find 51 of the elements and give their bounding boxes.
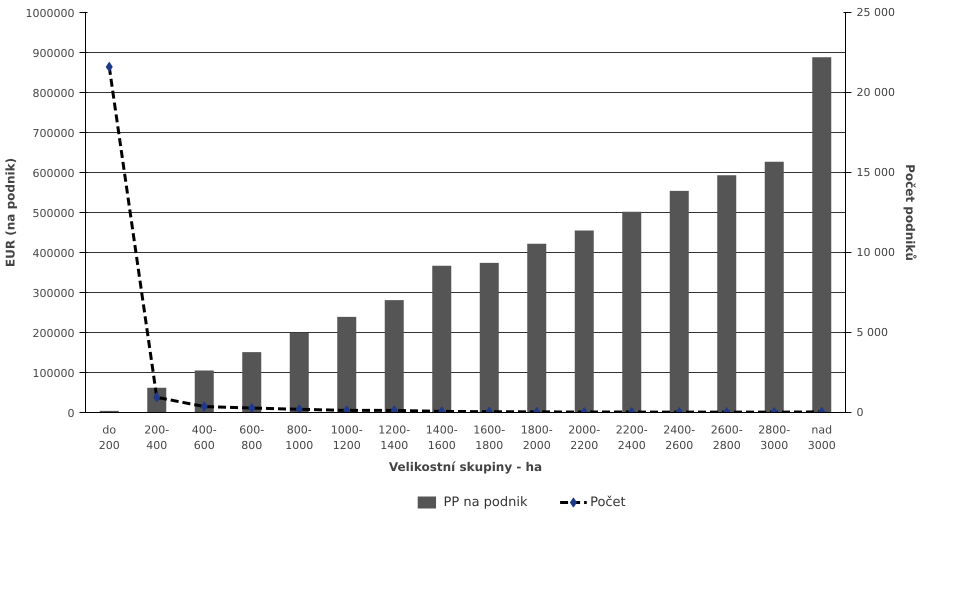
bar	[812, 57, 832, 412]
y-tick-label: 900000	[32, 47, 75, 60]
bar	[384, 300, 404, 412]
y-tick-label: 600000	[32, 167, 75, 180]
y2-tick-label: 0	[856, 406, 864, 419]
x-tick-label: 200- 400	[144, 424, 170, 452]
x-tick-label: do 200	[98, 424, 120, 452]
x-tick-label: 1800- 2000	[520, 424, 553, 452]
legend-label: Počet	[590, 495, 626, 510]
x-tick-label: 1600- 1800	[473, 424, 506, 452]
y-tick-label: 500000	[32, 207, 75, 220]
x-tick-label: nad 3000	[808, 424, 836, 452]
bar	[670, 190, 689, 412]
y-tick-label: 0	[68, 407, 74, 420]
bar	[574, 230, 594, 412]
x-tick-label: 2400- 2600	[663, 424, 696, 452]
x-tick-label: 2800- 3000	[758, 424, 790, 452]
x-tick-label: 2200- 2400	[616, 424, 648, 452]
x-tick-label: 2000- 2200	[568, 424, 600, 452]
bar	[242, 352, 262, 412]
bar	[337, 316, 356, 412]
x-tick-label: 600- 800	[239, 424, 264, 452]
bar	[432, 266, 452, 412]
bar	[717, 175, 736, 412]
y-tick-label: 400000	[32, 247, 75, 260]
x-tick-label: 1400- 1600	[426, 424, 458, 452]
x-axis-title: Velikostní skupiny - ha	[388, 460, 542, 474]
y-axis-title: EUR (na podnik)	[4, 158, 18, 268]
y-tick-label: 100000	[32, 367, 75, 380]
x-tick-label: 2600- 2800	[710, 424, 743, 452]
y2-tick-label: 25 000	[856, 6, 895, 19]
bar	[622, 212, 642, 412]
bar	[480, 262, 499, 412]
bar	[290, 332, 309, 412]
y-tick-label: 800000	[32, 87, 75, 100]
y2-tick-label: 15 000	[856, 166, 895, 179]
y2-tick-label: 10 000	[856, 246, 895, 259]
y-tick-label: 700000	[32, 127, 75, 140]
y2-tick-label: 5 000	[856, 326, 888, 339]
x-tick-label: 1200- 1400	[378, 424, 410, 452]
y-tick-label: 200000	[32, 327, 75, 340]
y2-tick-label: 20 000	[856, 86, 895, 99]
y2-axis-title: Počet podniků	[902, 164, 917, 261]
x-tick-label: 1000- 1200	[330, 424, 363, 452]
y-tick-label: 1000000	[26, 7, 75, 20]
bar	[527, 244, 546, 412]
x-tick-label: 400- 600	[192, 424, 217, 452]
legend-label: PP na podnik	[444, 495, 528, 510]
x-tick-label: 800- 1000	[285, 424, 314, 452]
bar	[764, 162, 784, 412]
y-tick-label: 300000	[32, 287, 75, 300]
